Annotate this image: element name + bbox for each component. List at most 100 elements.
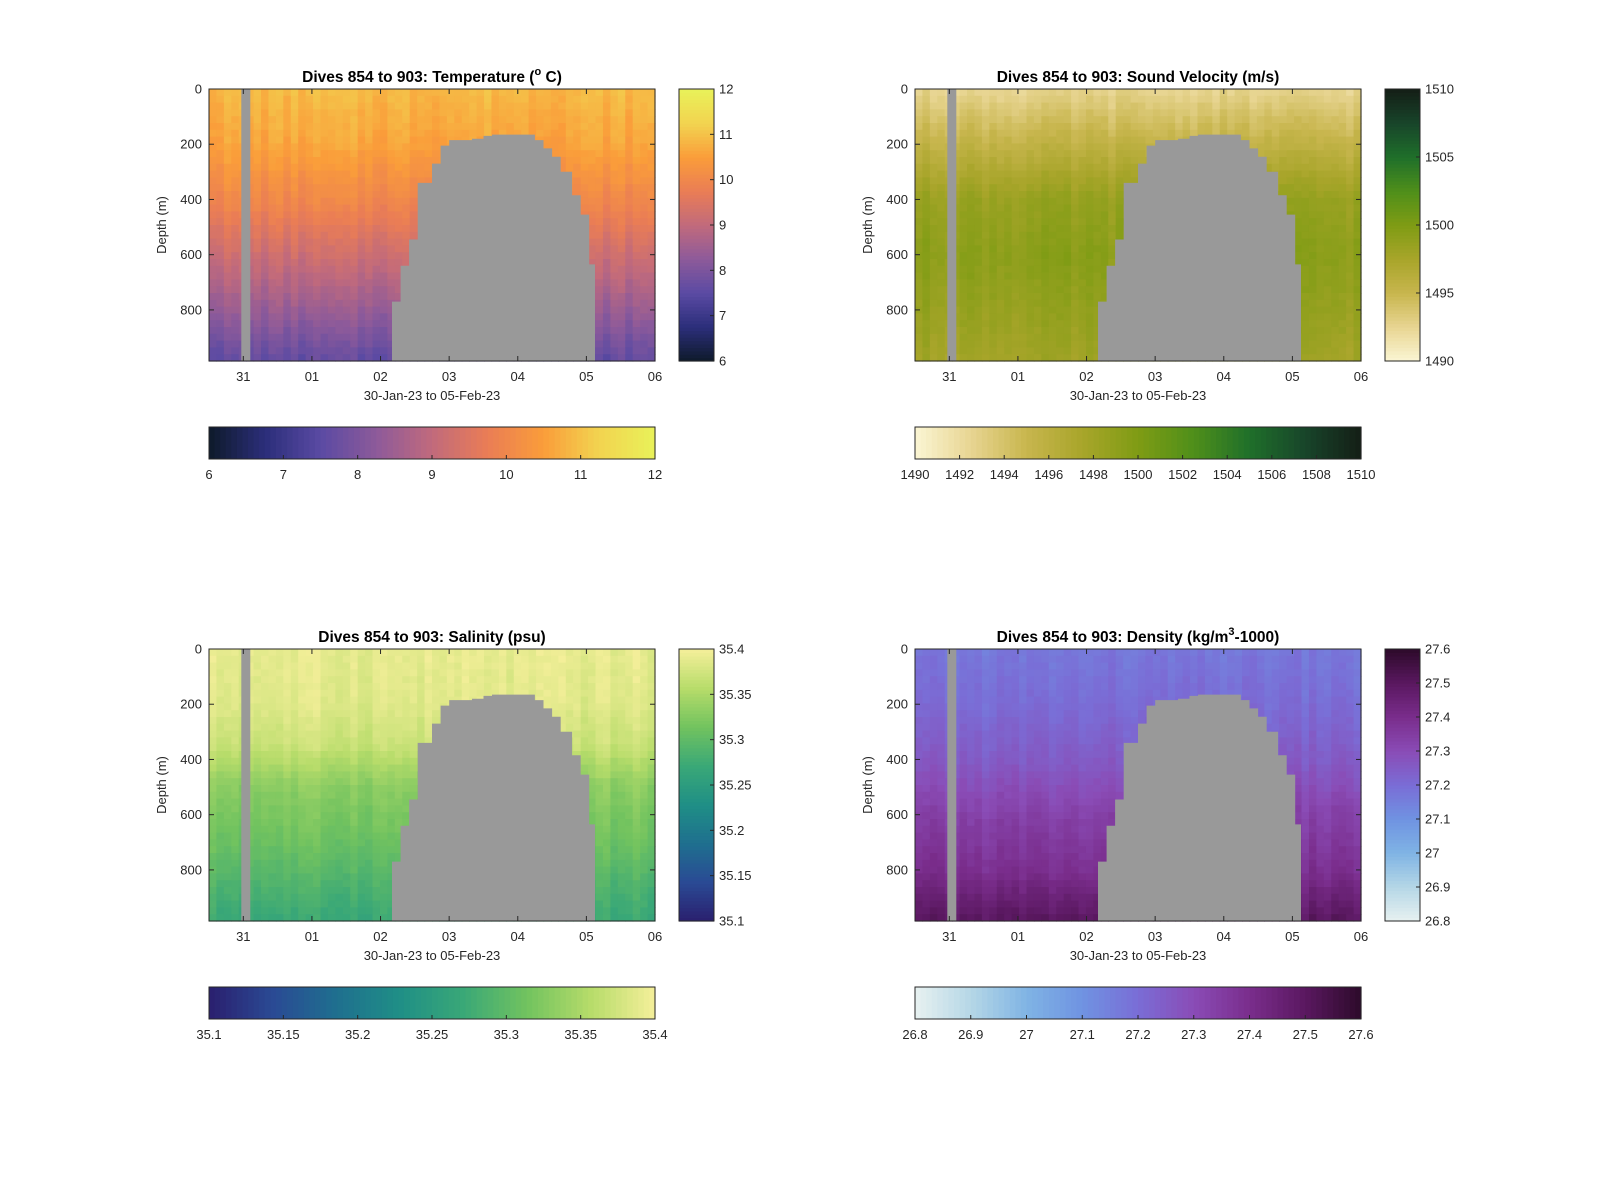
- salinity-cbar-bottom-label: 35.1: [196, 1027, 221, 1042]
- density-cbar-bottom-label: 27.6: [1348, 1027, 1373, 1042]
- temperature-cbar-right-label: 6: [719, 354, 726, 369]
- sound-velocity-ytick-label: 400: [886, 192, 908, 207]
- temperature-ytick-label: 0: [195, 82, 202, 97]
- sound-velocity-cbar-bottom-label: 1490: [901, 467, 930, 482]
- salinity-title: Dives 854 to 903: Salinity (psu): [318, 629, 545, 646]
- density-ylabel: Depth (m): [860, 756, 875, 814]
- salinity-cbar-right-label: 35.2: [719, 823, 744, 838]
- density-cbar-right-label: 27.1: [1425, 812, 1450, 827]
- density-cbar-right-label: 27.3: [1425, 744, 1450, 759]
- density-ytick-label: 200: [886, 697, 908, 712]
- salinity-xtick-label: 05: [579, 929, 593, 944]
- temperature-title-tail: C): [541, 69, 562, 86]
- temperature-cbar-bottom-label: 9: [428, 467, 435, 482]
- temperature-cbar-right-label: 9: [719, 218, 726, 233]
- sound-velocity-cbar-bottom-label: 1494: [990, 467, 1019, 482]
- sound-velocity-ytick-label: 0: [901, 82, 908, 97]
- salinity-cbar-right-label: 35.4: [719, 642, 744, 657]
- density-cbar-bottom-label: 26.9: [958, 1027, 983, 1042]
- temperature-cbar-bottom-label: 12: [648, 467, 662, 482]
- salinity-cbar-bottom-label: 35.2: [345, 1027, 370, 1042]
- salinity-cbar-right-label: 35.25: [719, 778, 752, 793]
- sound-velocity-cbar-bottom-label: 1510: [1347, 467, 1376, 482]
- density-cbar-bottom-label: 27.2: [1125, 1027, 1150, 1042]
- sound-velocity-cbar-bottom-label: 1508: [1302, 467, 1331, 482]
- salinity-ytick-label: 800: [180, 862, 202, 877]
- salinity-cbar-right-label: 35.3: [719, 732, 744, 747]
- temperature-ytick-label: 800: [180, 302, 202, 317]
- salinity-cbar-bottom-label: 35.15: [267, 1027, 300, 1042]
- sound-velocity-cbar-bottom-label: 1506: [1257, 467, 1286, 482]
- salinity-xtick-label: 04: [511, 929, 525, 944]
- temperature-title-text: Dives 854 to 903: Temperature (: [302, 69, 535, 86]
- density-cbar-bottom-label: 27.3: [1181, 1027, 1206, 1042]
- density-cbar-bottom-label: 27: [1019, 1027, 1033, 1042]
- temperature-ytick-label: 200: [180, 137, 202, 152]
- salinity-ylabel: Depth (m): [154, 756, 169, 814]
- salinity-ytick-label: 0: [195, 642, 202, 657]
- sound-velocity-ytick-label: 200: [886, 137, 908, 152]
- temperature-cbar-right-label: 8: [719, 263, 726, 278]
- temperature-cbar-right-label: 11: [719, 127, 733, 142]
- density-xlabel: 30-Jan-23 to 05-Feb-23: [1070, 948, 1207, 963]
- sound-velocity-title: Dives 854 to 903: Sound Velocity (m/s): [997, 69, 1280, 86]
- density-xtick-label: 06: [1354, 929, 1368, 944]
- sound-velocity-xtick-label: 04: [1217, 369, 1231, 384]
- temperature-cbar-bottom-label: 11: [574, 467, 588, 482]
- sound-velocity-xtick-label: 05: [1285, 369, 1299, 384]
- temperature-ytick-label: 600: [180, 247, 202, 262]
- temperature-cbar-bottom-label: 10: [499, 467, 513, 482]
- salinity-xtick-label: 31: [236, 929, 250, 944]
- density-cbar-bottom-label: 27.1: [1070, 1027, 1095, 1042]
- density-cbar-right-label: 27.6: [1425, 642, 1450, 657]
- temperature-no-data-strip: [241, 89, 250, 361]
- salinity-ytick-label: 600: [180, 807, 202, 822]
- density-cbar-right-label: 26.9: [1425, 880, 1450, 895]
- sound-velocity-xtick-label: 06: [1354, 369, 1368, 384]
- sound-velocity-ylabel: Depth (m): [860, 196, 875, 254]
- salinity-cbar-right-label: 35.35: [719, 687, 752, 702]
- density-title-text: Dives 854 to 903: Density (kg/m: [997, 629, 1229, 646]
- sound-velocity-xtick-label: 01: [1011, 369, 1025, 384]
- density-cbar-right-label: 27.4: [1425, 710, 1450, 725]
- temperature-cbar-bottom-label: 7: [280, 467, 287, 482]
- density-cbar-right-label: 27.2: [1425, 778, 1450, 793]
- sound-velocity-xtick-label: 31: [942, 369, 956, 384]
- temperature-cbar-right-label: 7: [719, 308, 726, 323]
- density-cbar-bottom-label: 26.8: [902, 1027, 927, 1042]
- salinity-cbar-bottom-label: 35.3: [494, 1027, 519, 1042]
- density-xtick-label: 01: [1011, 929, 1025, 944]
- salinity-ytick-label: 400: [180, 752, 202, 767]
- sound-velocity-cbar-bottom-label: 1492: [945, 467, 974, 482]
- salinity-xtick-label: 01: [305, 929, 319, 944]
- density-xtick-label: 03: [1148, 929, 1162, 944]
- sound-velocity-xtick-label: 03: [1148, 369, 1162, 384]
- salinity-cbar-bottom-label: 35.25: [416, 1027, 449, 1042]
- salinity-title-text: Dives 854 to 903: Salinity (psu): [318, 629, 545, 646]
- sound-velocity-title-text: Dives 854 to 903: Sound Velocity (m/s): [997, 69, 1280, 86]
- sound-velocity-xtick-label: 02: [1079, 369, 1093, 384]
- temperature-cbar-right-label: 10: [719, 172, 733, 187]
- sound-velocity-cbar-right-label: 1490: [1425, 354, 1454, 369]
- temperature-cbar-bottom-label: 8: [354, 467, 361, 482]
- density-ytick-label: 0: [901, 642, 908, 657]
- density-xtick-label: 31: [942, 929, 956, 944]
- temperature-cbar-right-label: 12: [719, 82, 733, 97]
- salinity-ytick-label: 200: [180, 697, 202, 712]
- salinity-cbar-bottom-label: 35.4: [642, 1027, 667, 1042]
- sound-velocity-cbar-right-label: 1505: [1425, 150, 1454, 165]
- sound-velocity-ytick-label: 800: [886, 302, 908, 317]
- salinity-xtick-label: 02: [373, 929, 387, 944]
- density-cbar-right-label: 26.8: [1425, 914, 1450, 929]
- temperature-xlabel: 30-Jan-23 to 05-Feb-23: [364, 388, 501, 403]
